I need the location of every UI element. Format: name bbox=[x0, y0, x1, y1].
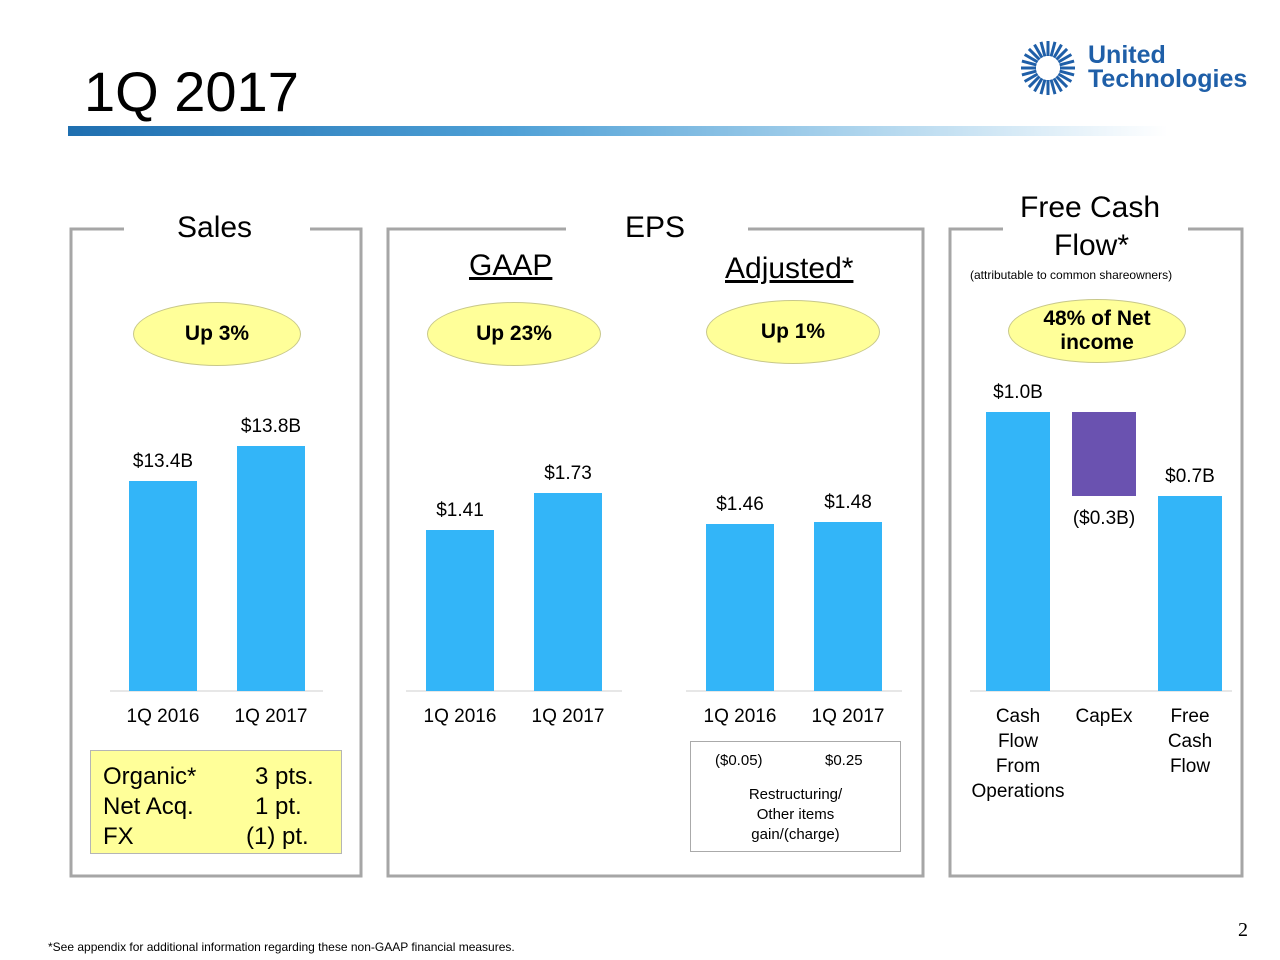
restructuring-box: ($0.05) $0.25 Restructuring/ Other items… bbox=[690, 741, 901, 852]
fcf-value-label-2: $0.7B bbox=[1165, 465, 1215, 487]
breakdown-value-organic: 3 pts. bbox=[255, 763, 314, 790]
gaap-category-label-0: 1Q 2016 bbox=[423, 706, 497, 727]
sales-breakdown-box: Organic* 3 pts. Net Acq. 1 pt. FX (1) pt… bbox=[90, 750, 342, 854]
restructuring-value-2017: $0.25 bbox=[825, 752, 863, 769]
restructuring-label-line3: gain/(charge) bbox=[751, 826, 840, 843]
eps-panel-frame bbox=[386, 227, 925, 878]
fcf-bar-0 bbox=[986, 412, 1050, 691]
fcf-category-label-2-line-1: Cash bbox=[1167, 731, 1213, 752]
sales-bar-1 bbox=[237, 446, 305, 691]
sales-panel-frame bbox=[69, 227, 363, 878]
adjusted-category-label-0: 1Q 2016 bbox=[703, 706, 777, 727]
sales-category-label-0: 1Q 2016 bbox=[126, 706, 200, 727]
gaap-value-label-0: $1.41 bbox=[436, 499, 484, 521]
fcf-bar-2 bbox=[1158, 495, 1222, 691]
gaap-bar-0 bbox=[426, 529, 494, 691]
breakdown-value-fx: (1) pt. bbox=[246, 823, 309, 850]
footnote: *See appendix for additional information… bbox=[48, 940, 515, 954]
fcf-category-label-2-line-0: Free bbox=[1170, 706, 1210, 727]
page-number: 2 bbox=[1238, 919, 1248, 941]
fcf-category-label-0-line-0: Cash bbox=[995, 706, 1041, 727]
sales-value-label-0: $13.4B bbox=[132, 451, 194, 472]
gaap-subheader: GAAP bbox=[469, 249, 553, 282]
company-logo: United Technologies bbox=[1020, 38, 1250, 100]
page-title: 1Q 2017 bbox=[84, 60, 299, 123]
fcf-category-label-0-line-2: From bbox=[995, 756, 1041, 777]
sales-category-label-1: 1Q 2017 bbox=[234, 706, 308, 727]
restructuring-label-line2: Other items bbox=[756, 806, 835, 823]
gaap-value-label-1: $1.73 bbox=[544, 463, 592, 485]
fcf-category-label-0-line-1: Flow bbox=[997, 731, 1039, 752]
fcf-badge-line1: 48% of Net bbox=[1043, 307, 1151, 330]
sales-header: Sales bbox=[177, 211, 253, 244]
title-underline bbox=[68, 126, 1168, 136]
adjusted-bar-0 bbox=[706, 524, 774, 691]
fcf-header-line2: Flow* bbox=[1054, 229, 1130, 262]
sales-badge: Up 3% bbox=[133, 302, 301, 366]
adjusted-bar-1 bbox=[814, 521, 882, 691]
fcf-subheader: (attributable to common shareowners) bbox=[970, 268, 1173, 282]
logo-text-line1: United bbox=[1088, 41, 1166, 69]
sales-bar-0 bbox=[129, 481, 197, 691]
fcf-category-label-1-line-0: CapEx bbox=[1075, 706, 1133, 727]
adjusted-subheader: Adjusted* bbox=[725, 252, 854, 285]
adjusted-value-label-1: $1.48 bbox=[824, 491, 872, 513]
fcf-value-label-1: ($0.3B) bbox=[1072, 507, 1136, 529]
restructuring-value-2016: ($0.05) bbox=[715, 752, 763, 769]
adjusted-category-label-1: 1Q 2017 bbox=[811, 706, 885, 727]
breakdown-label-organic: Organic* bbox=[103, 763, 197, 790]
sales-value-label-1: $13.8B bbox=[240, 416, 302, 437]
breakdown-value-net-acq: 1 pt. bbox=[255, 793, 302, 820]
fcf-category-label-0-line-3: Operations bbox=[971, 781, 1065, 802]
logo-text-line2: Technologies bbox=[1088, 65, 1248, 93]
fcf-header-line1: Free Cash bbox=[1020, 191, 1161, 224]
fcf-badge-line2: income bbox=[1060, 331, 1134, 354]
fcf-panel-frame bbox=[948, 227, 1244, 878]
fcf-badge: 48% of Net income bbox=[1008, 299, 1186, 363]
fcf-value-label-0: $1.0B bbox=[993, 382, 1043, 403]
fcf-category-label-2-line-2: Flow bbox=[1169, 756, 1211, 777]
restructuring-label-line1: Restructuring/ bbox=[748, 786, 843, 803]
adjusted-badge: Up 1% bbox=[706, 300, 880, 364]
gaap-badge: Up 23% bbox=[427, 302, 601, 366]
gaap-category-label-1: 1Q 2017 bbox=[531, 706, 605, 727]
gaap-bar-1 bbox=[534, 493, 602, 691]
logo-burst-icon bbox=[1021, 41, 1075, 95]
breakdown-label-fx: FX bbox=[103, 823, 134, 850]
eps-header: EPS bbox=[625, 211, 686, 244]
fcf-bar-1 bbox=[1072, 412, 1136, 496]
breakdown-label-net-acq: Net Acq. bbox=[103, 793, 194, 820]
adjusted-value-label-0: $1.46 bbox=[716, 494, 764, 516]
